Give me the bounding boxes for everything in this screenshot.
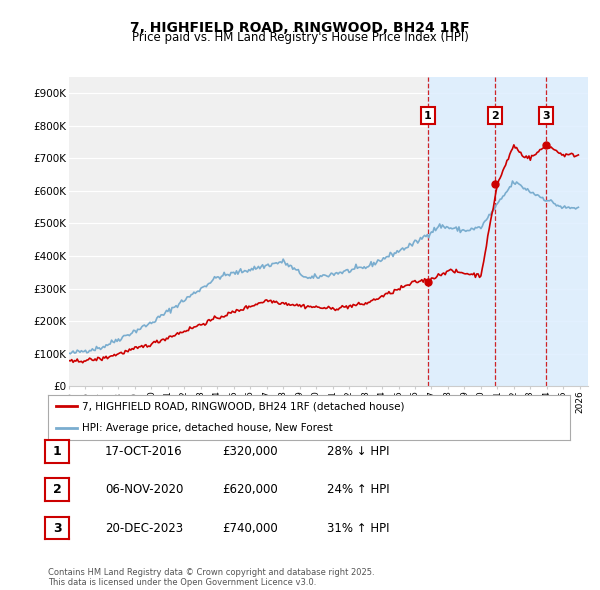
Text: 31% ↑ HPI: 31% ↑ HPI [327,522,389,535]
Text: 06-NOV-2020: 06-NOV-2020 [105,483,184,496]
Text: 2: 2 [53,483,61,496]
Text: 2: 2 [491,111,499,121]
Text: 7, HIGHFIELD ROAD, RINGWOOD, BH24 1RF (detached house): 7, HIGHFIELD ROAD, RINGWOOD, BH24 1RF (d… [82,401,404,411]
Text: 28% ↓ HPI: 28% ↓ HPI [327,445,389,458]
Text: 20-DEC-2023: 20-DEC-2023 [105,522,183,535]
Text: Contains HM Land Registry data © Crown copyright and database right 2025.
This d: Contains HM Land Registry data © Crown c… [48,568,374,587]
Text: 3: 3 [542,111,550,121]
Bar [546,77,588,386]
Text: 3: 3 [53,522,61,535]
Text: 24% ↑ HPI: 24% ↑ HPI [327,483,389,496]
Text: £320,000: £320,000 [222,445,278,458]
Text: HPI: Average price, detached house, New Forest: HPI: Average price, detached house, New … [82,424,332,434]
Text: £740,000: £740,000 [222,522,278,535]
Text: 7, HIGHFIELD ROAD, RINGWOOD, BH24 1RF: 7, HIGHFIELD ROAD, RINGWOOD, BH24 1RF [130,21,470,35]
Text: 1: 1 [424,111,432,121]
Bar [495,77,546,386]
Bar [428,77,495,386]
Text: 17-OCT-2016: 17-OCT-2016 [105,445,182,458]
Text: Price paid vs. HM Land Registry's House Price Index (HPI): Price paid vs. HM Land Registry's House … [131,31,469,44]
Text: 1: 1 [53,445,61,458]
Text: £620,000: £620,000 [222,483,278,496]
